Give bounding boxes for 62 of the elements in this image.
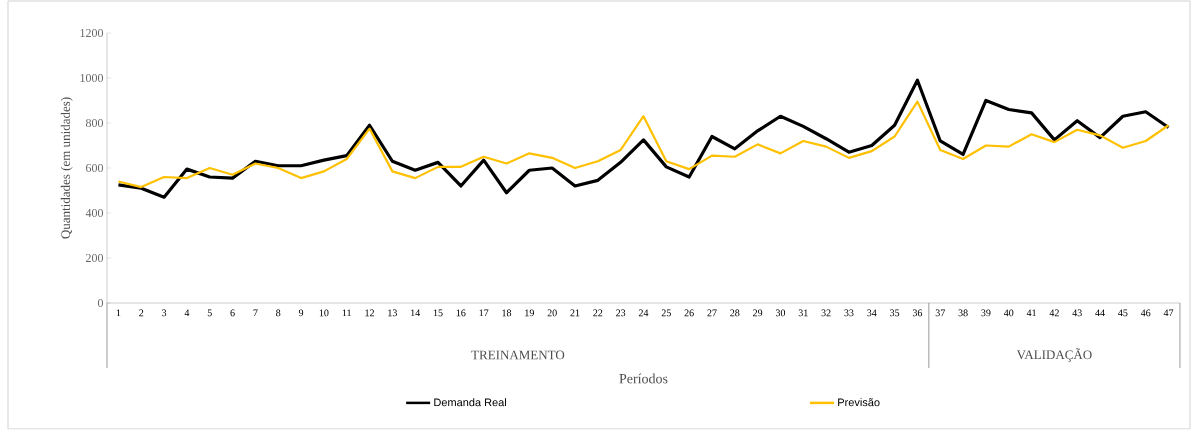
x-tick-label: 40 <box>1003 309 1014 317</box>
x-tick-label: 37 <box>935 309 945 317</box>
x-tick-label: 2 <box>139 309 144 317</box>
y-tick-label: 0 <box>97 298 104 308</box>
y-tick-label: 1000 <box>80 73 104 83</box>
x-tick-label: 4 <box>184 309 190 317</box>
x-tick-label: 28 <box>730 309 740 317</box>
x-tick-label: 33 <box>844 309 854 317</box>
x-tick-label: 15 <box>433 309 443 317</box>
x-tick-label: 19 <box>525 309 534 317</box>
x-tick-label: 16 <box>456 309 466 317</box>
x-tick-label: 17 <box>479 309 489 317</box>
line-series <box>117 100 1170 189</box>
x-tick-label: 24 <box>638 309 649 317</box>
y-tick-label: 800 <box>85 118 104 128</box>
x-tick-label: 31 <box>798 309 808 317</box>
x-tick-label: 10 <box>319 309 329 317</box>
x-tick-label: 44 <box>1095 309 1105 317</box>
y-axis-title: Quantidades (em unidades) <box>60 97 73 239</box>
x-tick-label: 14 <box>411 309 421 317</box>
x-tick-label: 43 <box>1072 309 1082 317</box>
x-tick-label: 13 <box>388 309 397 317</box>
x-tick-label: 3 <box>162 309 167 317</box>
x-tick-label: 11 <box>342 309 351 317</box>
x-tick-label: 8 <box>276 309 281 317</box>
x-tick-label: 47 <box>1163 309 1174 317</box>
x-tick-label: 21 <box>570 309 580 317</box>
x-tick-label: 35 <box>890 309 900 317</box>
x-tick-label: 38 <box>958 309 968 317</box>
x-tick-label: 12 <box>365 309 374 317</box>
x-tick-label: 7 <box>253 309 258 317</box>
line-series <box>116 78 1171 199</box>
x-tick-label: 20 <box>547 309 557 317</box>
x-tick-label: 36 <box>912 309 923 317</box>
x-tick-label: 5 <box>207 309 212 317</box>
y-tick-label: 400 <box>85 208 104 218</box>
x-tick-label: 25 <box>661 309 671 317</box>
x-tick-label: 9 <box>298 309 304 317</box>
x-tick-label: 26 <box>684 309 694 317</box>
legend-label: Previsão <box>838 398 880 407</box>
x-tick-label: 30 <box>775 309 786 317</box>
x-tick-label: 45 <box>1118 309 1128 317</box>
x-tick-label: 27 <box>707 309 717 317</box>
x-tick-label: 46 <box>1140 309 1151 317</box>
y-tick-label: 1200 <box>80 28 104 38</box>
text: VALIDAÇÃO <box>1016 348 1092 362</box>
x-tick-label: 18 <box>502 309 512 317</box>
x-tick-label: 1 <box>116 309 121 317</box>
x-tick-label: 23 <box>616 309 626 317</box>
x-tick-label: 6 <box>230 309 235 317</box>
x-tick-label: 39 <box>981 309 991 317</box>
y-tick-label: 600 <box>86 163 104 173</box>
x-tick-label: 34 <box>867 309 877 317</box>
text: TREINAMENTO <box>471 350 565 360</box>
legend-label: Demanda Real <box>434 398 507 407</box>
x-tick-label: 32 <box>821 309 831 317</box>
y-tick-label: 200 <box>86 253 104 263</box>
x-tick-label: 29 <box>753 309 763 317</box>
x-tick-label: 42 <box>1049 309 1059 317</box>
x-tick-label: 41 <box>1026 309 1036 317</box>
x-axis-title: Períodos <box>619 373 668 384</box>
x-tick-label: 22 <box>593 309 603 317</box>
